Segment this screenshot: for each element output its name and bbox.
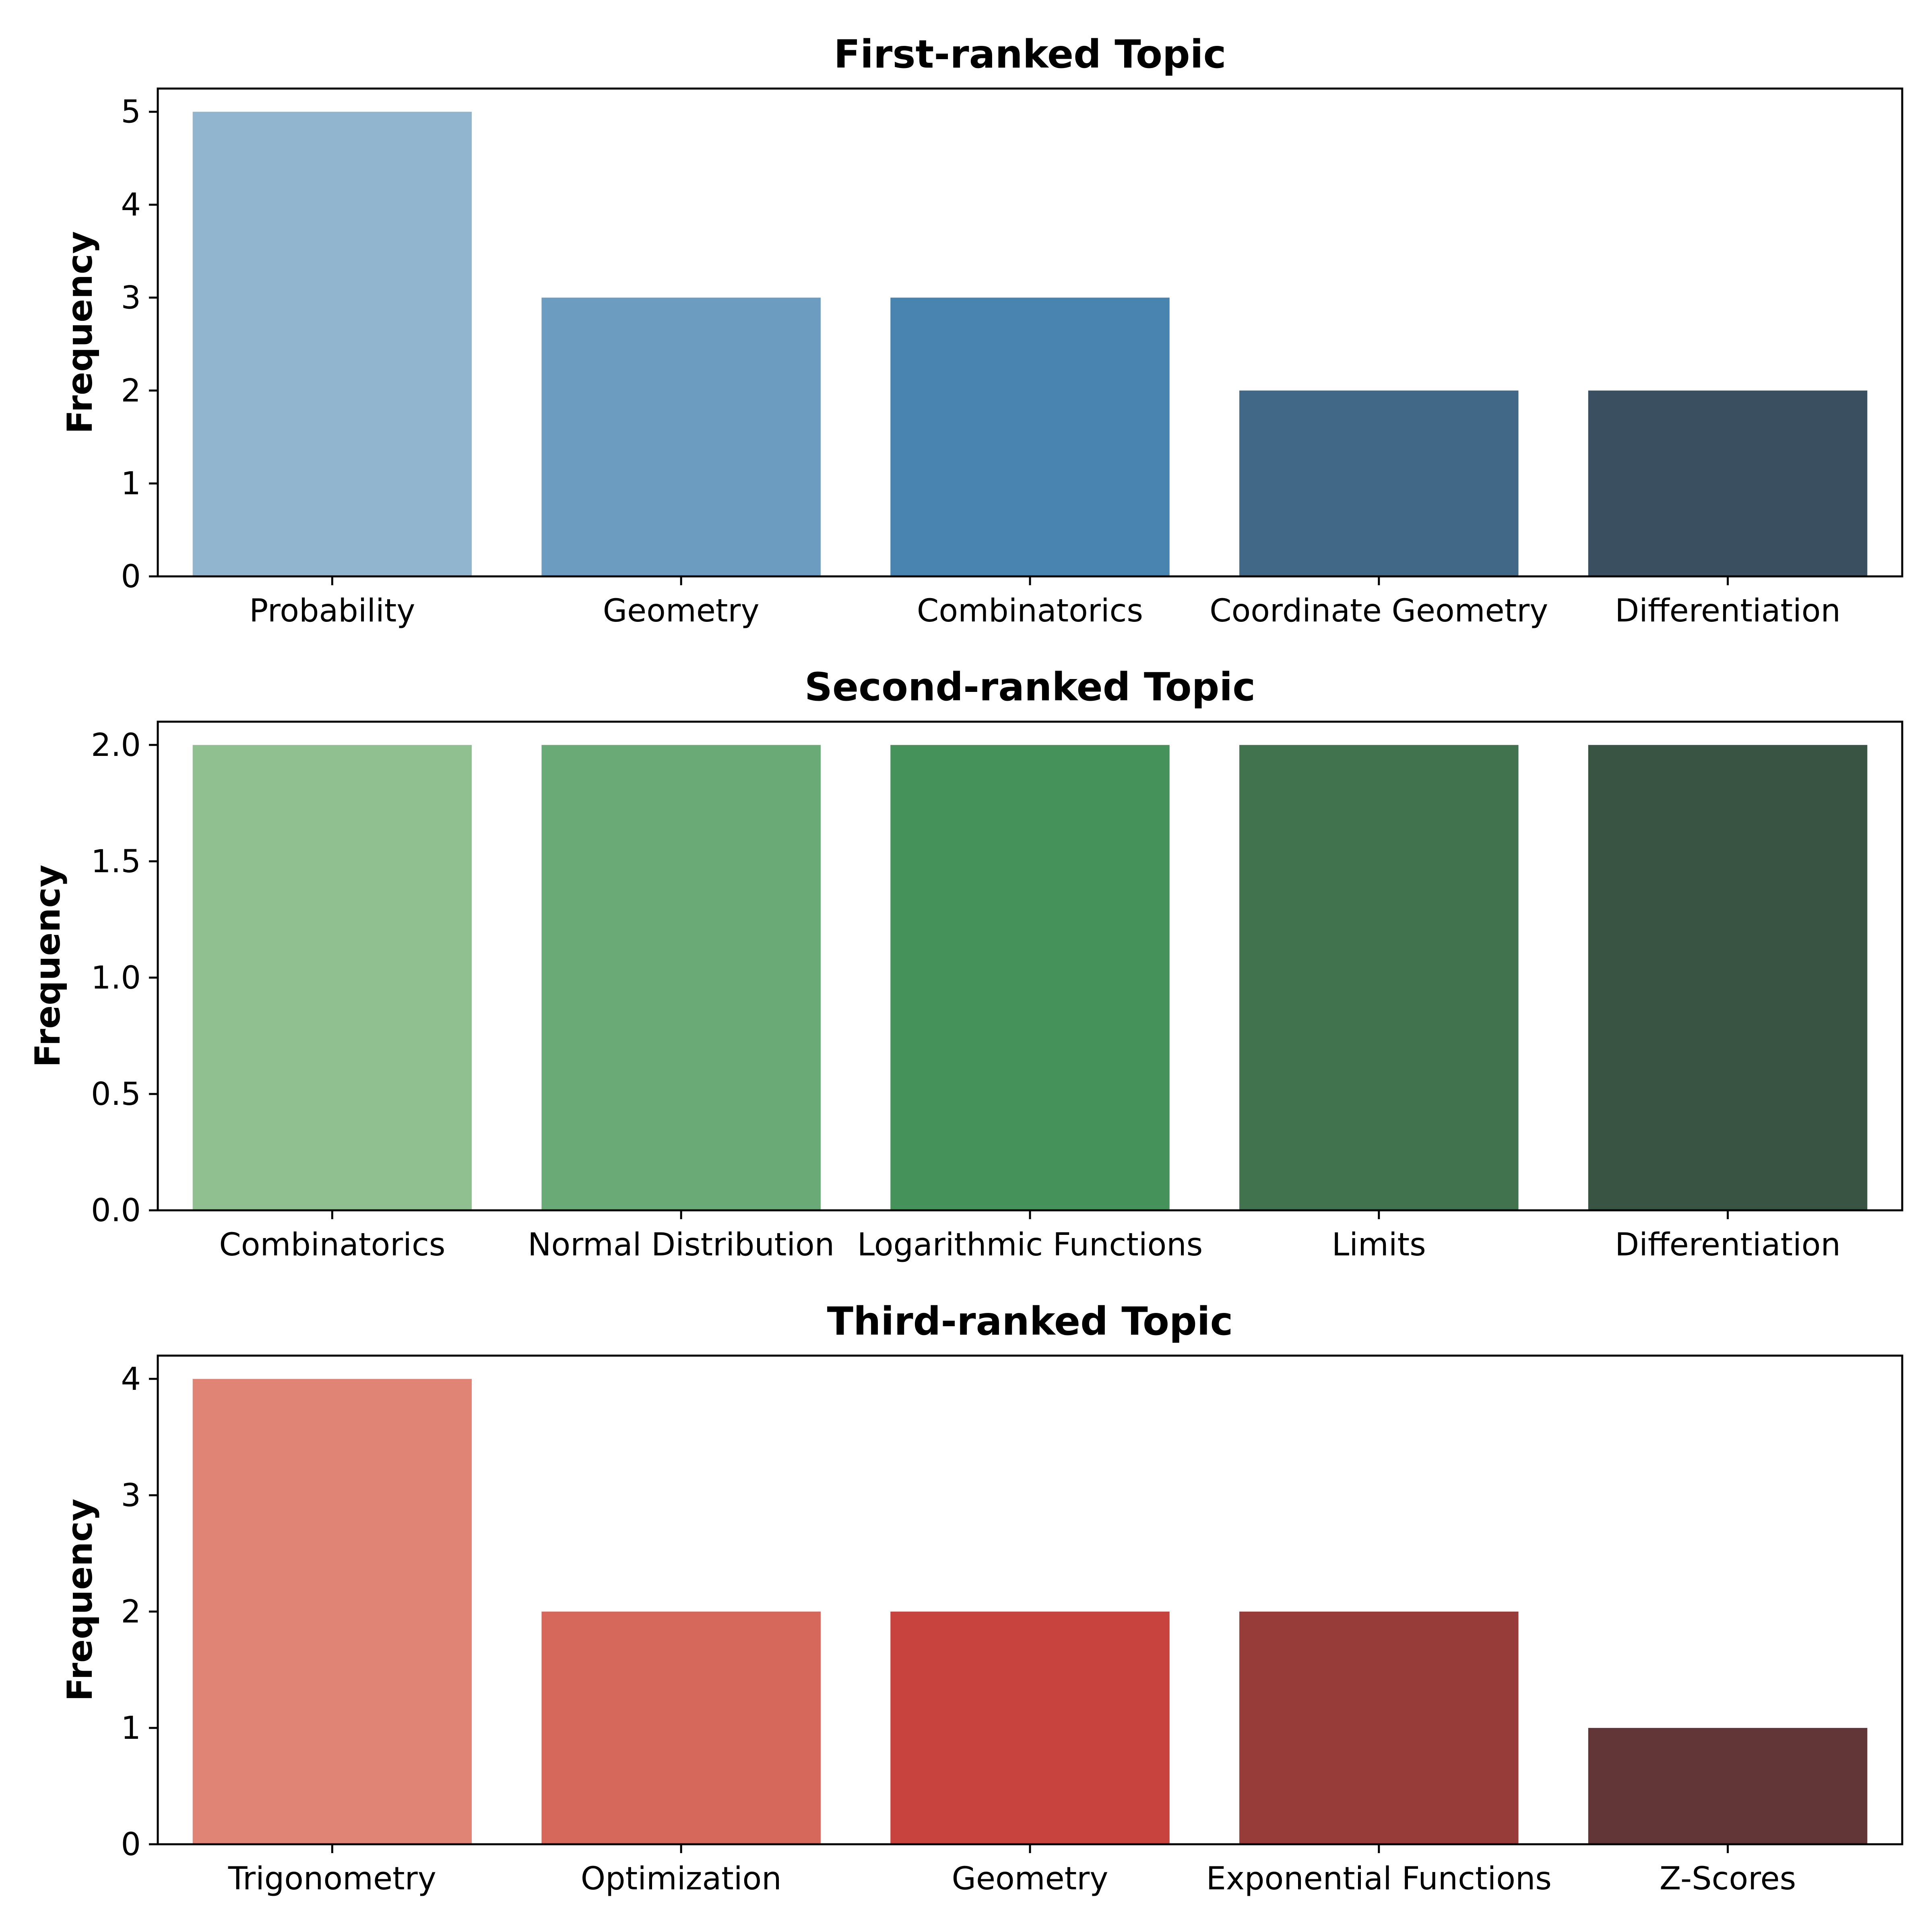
bar-trigonometry xyxy=(192,1379,472,1844)
y-tick-label: 2 xyxy=(121,373,141,409)
x-tick-label: Differentiation xyxy=(1615,1227,1841,1263)
chart-panel-first-ranked: First-ranked Topic Frequency 0 1 2 3 4 5 Proba… xyxy=(60,32,1903,629)
y-tick-label: 4 xyxy=(121,1361,141,1397)
x-tick-label: Trigonometry xyxy=(228,1861,436,1897)
x-tick-label: Differentiation xyxy=(1615,593,1841,629)
y-axis-label: Frequency xyxy=(60,231,100,433)
x-tick-label: Normal Distribution xyxy=(528,1227,834,1263)
y-tick-label: 3 xyxy=(121,1478,141,1514)
chart-title: Third-ranked Topic xyxy=(827,1299,1233,1344)
bar-probability xyxy=(192,111,472,576)
y-tick-label: 3 xyxy=(121,280,141,316)
bar-normal-distribution xyxy=(541,745,821,1210)
y-tick-label: 1.5 xyxy=(91,844,141,880)
x-tick-label: Limits xyxy=(1332,1227,1426,1263)
bar-z-scores xyxy=(1588,1728,1868,1844)
x-tick-label: Combinatorics xyxy=(917,593,1143,629)
bar-geometry xyxy=(890,1611,1170,1844)
bar-coordinate-geometry xyxy=(1239,390,1519,576)
x-tick-label: Combinatorics xyxy=(219,1227,445,1263)
y-axis-label: Frequency xyxy=(28,865,68,1067)
chart-title: Second-ranked Topic xyxy=(805,665,1255,710)
y-tick-label: 0.5 xyxy=(91,1076,141,1113)
y-tick-label: 1.0 xyxy=(91,960,141,996)
y-tick-label: 0 xyxy=(121,559,141,595)
chart-title: First-ranked Topic xyxy=(834,32,1226,77)
y-tick-label: 0 xyxy=(121,1827,141,1863)
x-tick-label: Exponential Functions xyxy=(1206,1861,1552,1897)
x-tick-label: Logarithmic Functions xyxy=(857,1227,1203,1263)
x-tick-label: Geometry xyxy=(603,593,760,629)
y-tick-label: 1 xyxy=(121,1710,141,1746)
y-tick-label: 2 xyxy=(121,1594,141,1630)
bar-differentiation xyxy=(1588,390,1868,576)
x-tick-label: Optimization xyxy=(581,1861,782,1897)
bar-geometry xyxy=(541,297,821,576)
bar-limits xyxy=(1239,745,1519,1210)
y-tick-label: 4 xyxy=(121,187,141,223)
x-tick-label: Probability xyxy=(249,593,415,629)
bar-exponential-functions xyxy=(1239,1611,1519,1844)
x-tick-label: Coordinate Geometry xyxy=(1210,593,1548,629)
y-axis-label: Frequency xyxy=(60,1499,100,1701)
x-tick-label: Geometry xyxy=(952,1861,1108,1897)
bar-optimization xyxy=(541,1611,821,1844)
bar-combinatorics xyxy=(890,297,1170,576)
y-tick-label: 0.0 xyxy=(91,1193,141,1229)
chart-panel-third-ranked: Third-ranked Topic Frequency 0 1 2 3 4 Trigon… xyxy=(60,1299,1903,1897)
chart-panel-second-ranked: Second-ranked Topic Frequency 0.0 0.5 1.0 1… xyxy=(28,665,1903,1263)
bar-logarithmic-functions xyxy=(890,745,1170,1210)
y-tick-label: 2.0 xyxy=(91,727,141,764)
y-tick-label: 5 xyxy=(121,94,141,130)
x-tick-label: Z-Scores xyxy=(1660,1861,1796,1897)
y-tick-label: 1 xyxy=(121,466,141,502)
bar-differentiation xyxy=(1588,745,1868,1210)
bar-combinatorics xyxy=(192,745,472,1210)
